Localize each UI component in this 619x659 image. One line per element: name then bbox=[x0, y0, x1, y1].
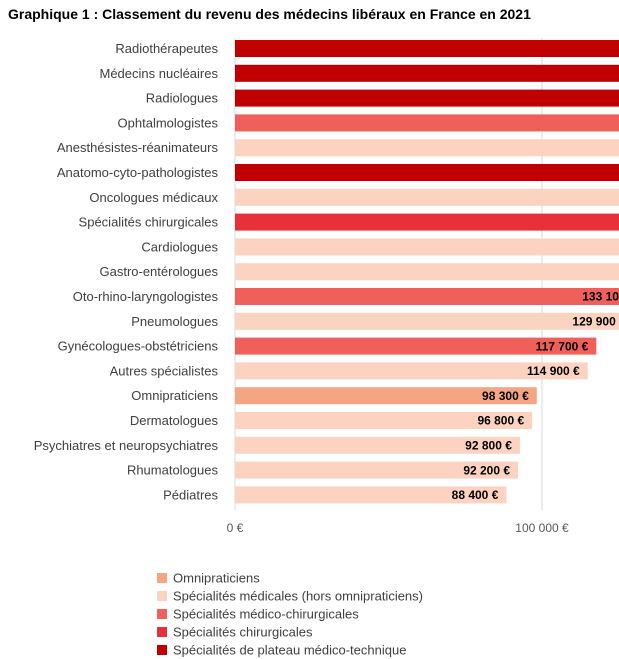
category-label: Pneumologues bbox=[131, 314, 218, 329]
x-axis-ticks: 0 €100 000 €200 000 €300 000 €400 000 € bbox=[227, 521, 569, 535]
legend-label: Spécialités de plateau médico-technique bbox=[173, 643, 406, 658]
category-label: Dermatologues bbox=[130, 413, 219, 428]
data-label: 114 900 € bbox=[527, 364, 580, 378]
category-labels: Radiothérapeutes Médecins nucléaires Radio… bbox=[34, 41, 219, 502]
bar bbox=[235, 362, 588, 380]
bar bbox=[235, 337, 597, 355]
bar bbox=[235, 40, 619, 57]
category-label: Médecins nucléaires bbox=[99, 66, 218, 81]
data-label: 129 900 € bbox=[572, 315, 619, 329]
legend: Omnipraticiens Spécialités médicales (hor… bbox=[157, 571, 423, 658]
category-label: Radiologues bbox=[146, 91, 219, 106]
category-label: Omnipraticiens bbox=[131, 388, 218, 403]
bar bbox=[235, 164, 619, 181]
data-label: 98 300 € bbox=[482, 389, 529, 403]
bar bbox=[235, 312, 619, 330]
bar bbox=[235, 213, 619, 231]
legend-label: Spécialités médicales (hors omnipraticie… bbox=[173, 589, 423, 604]
category-label: Rhumatologues bbox=[127, 463, 219, 478]
legend-swatch bbox=[157, 573, 167, 583]
data-label: 92 800 € bbox=[465, 439, 512, 453]
category-label: Spécialités chirurgicales bbox=[79, 215, 219, 230]
category-label: Oncologues médicaux bbox=[89, 190, 218, 205]
category-label: Gynécologues-obstétriciens bbox=[58, 339, 219, 354]
bar bbox=[235, 486, 507, 504]
bar bbox=[235, 238, 619, 256]
x-tick-label: 0 € bbox=[227, 521, 244, 535]
bar bbox=[235, 412, 533, 429]
legend-swatch bbox=[157, 591, 167, 601]
legend-swatch bbox=[157, 609, 167, 619]
data-label: 96 800 € bbox=[477, 414, 524, 428]
category-label: Cardiologues bbox=[141, 239, 218, 254]
bar bbox=[235, 263, 619, 281]
category-label: Anatomo-cyto-pathologistes bbox=[57, 165, 219, 180]
data-label: 133 100 € bbox=[582, 290, 619, 304]
category-label: Oto-rhino-laryngologistes bbox=[73, 289, 219, 304]
value-labels: 417 500 €283 300 €212 700 €191 900 €191 … bbox=[452, 290, 619, 502]
bar bbox=[235, 436, 520, 454]
bar bbox=[235, 114, 619, 132]
legend-swatch bbox=[157, 645, 167, 655]
category-label: Pédiatres bbox=[163, 487, 218, 502]
bar bbox=[235, 288, 619, 305]
legend-swatch bbox=[157, 627, 167, 637]
category-label: Ophtalmologistes bbox=[118, 115, 219, 130]
bar bbox=[235, 139, 619, 157]
data-label: 117 700 € bbox=[536, 339, 589, 353]
legend-label: Spécialités chirurgicales bbox=[173, 625, 313, 640]
category-label: Radiothérapeutes bbox=[115, 41, 218, 56]
chart-title: Graphique 1 : Classement du revenu des m… bbox=[8, 6, 531, 22]
bars bbox=[235, 40, 619, 504]
bar bbox=[235, 188, 619, 206]
legend-label: Omnipraticiens bbox=[173, 571, 260, 586]
category-label: Psychiatres et neuropsychiatres bbox=[34, 438, 219, 453]
bar bbox=[235, 461, 519, 479]
bar bbox=[235, 387, 537, 405]
category-label: Gastro-entérologues bbox=[99, 264, 218, 279]
x-tick-label: 100 000 € bbox=[515, 521, 569, 535]
data-label: 88 400 € bbox=[452, 488, 499, 502]
bar bbox=[235, 89, 619, 107]
category-label: Autres spécialistes bbox=[110, 363, 219, 378]
data-label: 92 200 € bbox=[463, 463, 510, 477]
legend-label: Spécialités médico-chirurgicales bbox=[173, 607, 359, 622]
bar bbox=[235, 64, 619, 82]
category-label: Anesthésistes-réanimateurs bbox=[57, 140, 219, 155]
